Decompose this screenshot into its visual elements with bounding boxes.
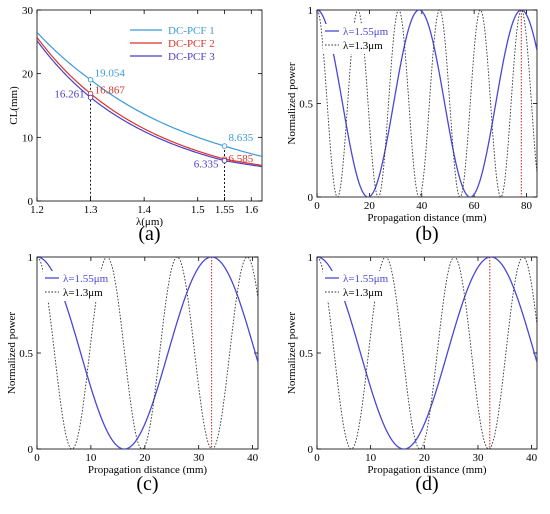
chart-panel-c: 0 10 20 30 40 0 0.5 1 Propagation distance (mm) N… [6,252,259,495]
x-tick-label: 30 [472,452,484,464]
legend-entry: λ=1.3μm [63,287,103,299]
x-tick-label: 40 [247,452,259,464]
chart-panel-d: 0 10 20 30 40 0 0.5 1 Propagation distance (mm) N… [286,252,538,495]
data-point [87,76,94,83]
chart-panel-b: 0 20 40 60 80 0 0.5 1 Propagation distance (mm) N… [286,5,538,245]
plot-area [37,257,258,449]
legend-entry: λ=1.3μm [343,287,383,299]
data-label: 19.054 [95,68,126,80]
x-tick-label: 1.5 [191,204,205,216]
chart-panel-a: 1.2 1.3 1.4 1.5 1.55 1.6 0 10 20 30 λ(μm) CL(mm) (a)… [8,5,263,245]
x-tick-label: 1.3 [84,204,98,216]
legend-entry: λ=1.55μm [343,26,389,38]
y-tick-label: 0.5 [19,348,33,360]
x-tick-label: 0 [34,452,40,464]
legend-box [323,271,389,301]
legend-entry: λ=1.55μm [63,273,109,285]
y-tick-label: 30 [22,5,34,17]
legend-entry: λ=1.3μm [343,40,383,52]
y-tick-label: 0 [28,196,34,208]
data-point [87,94,94,101]
x-tick-label: 30 [193,452,205,464]
y-axis-label: CL(mm) [8,86,20,125]
legend-box [323,24,389,54]
y-tick-label: 1 [28,252,34,264]
legend-entry: DC-PCF 3 [168,51,215,63]
y-tick-label: 0 [308,444,314,456]
legend-box [43,271,109,301]
x-axis-label: Propagation distance (mm) [88,464,207,476]
y-axis-label: Normalized power [286,312,298,394]
y-tick-label: 0.5 [299,348,313,360]
series-line [317,257,537,449]
x-axis-label: Propagation distance (mm) [367,464,486,476]
x-tick-label: 1.4 [137,204,151,216]
legend-entry: DC-PCF 2 [168,38,215,50]
y-tick-label: 0 [28,444,34,456]
y-tick-label: 0.5 [299,99,313,111]
x-tick-label: 20 [419,452,431,464]
panel-label: (c) [136,473,158,495]
y-tick-label: 20 [22,69,34,81]
data-label: 6.585 [229,153,254,165]
series-line [317,257,537,449]
y-tick-label: 1 [308,252,314,264]
x-tick-label: 20 [364,200,376,212]
data-point [221,143,228,149]
panel-label: (b) [415,223,438,245]
x-tick-label: 10 [365,452,377,464]
y-tick-label: 1 [308,5,314,17]
x-tick-label: 40 [526,452,538,464]
x-tick-label: 1.2 [30,204,44,216]
series-line [37,257,258,449]
x-tick-label: 0 [314,200,320,212]
y-tick-label: 10 [22,132,34,144]
series-line [317,10,537,197]
panel-label: (d) [415,473,438,495]
x-tick-label: 60 [469,200,481,212]
data-label: 16.867 [95,85,126,97]
legend-entry: λ=1.55μm [343,273,389,285]
panel-label: (a) [138,223,160,245]
plot-area [317,257,537,449]
x-axis-label: λ(μm) [136,216,163,228]
x-tick-label: 20 [139,452,151,464]
series-line [37,257,258,449]
x-tick-label: 80 [521,200,533,212]
y-axis-label: Normalized power [6,312,18,394]
data-label: 16.261 [54,88,84,100]
y-axis-label: Normalized power [286,62,298,144]
x-tick-label: 10 [85,452,97,464]
x-tick-label: 1.55 [215,204,235,216]
x-tick-label: 40 [416,200,428,212]
legend-entry: DC-PCF 1 [168,25,215,37]
data-label: 8.635 [229,132,254,144]
x-tick-label: 1.6 [244,204,258,216]
x-axis-label: Propagation distance (mm) [367,212,486,224]
y-tick-label: 0 [308,192,314,204]
data-label: 6.335 [194,159,219,171]
plot-frame [36,9,263,202]
x-tick-label: 0 [314,452,320,464]
data-point [221,157,228,164]
